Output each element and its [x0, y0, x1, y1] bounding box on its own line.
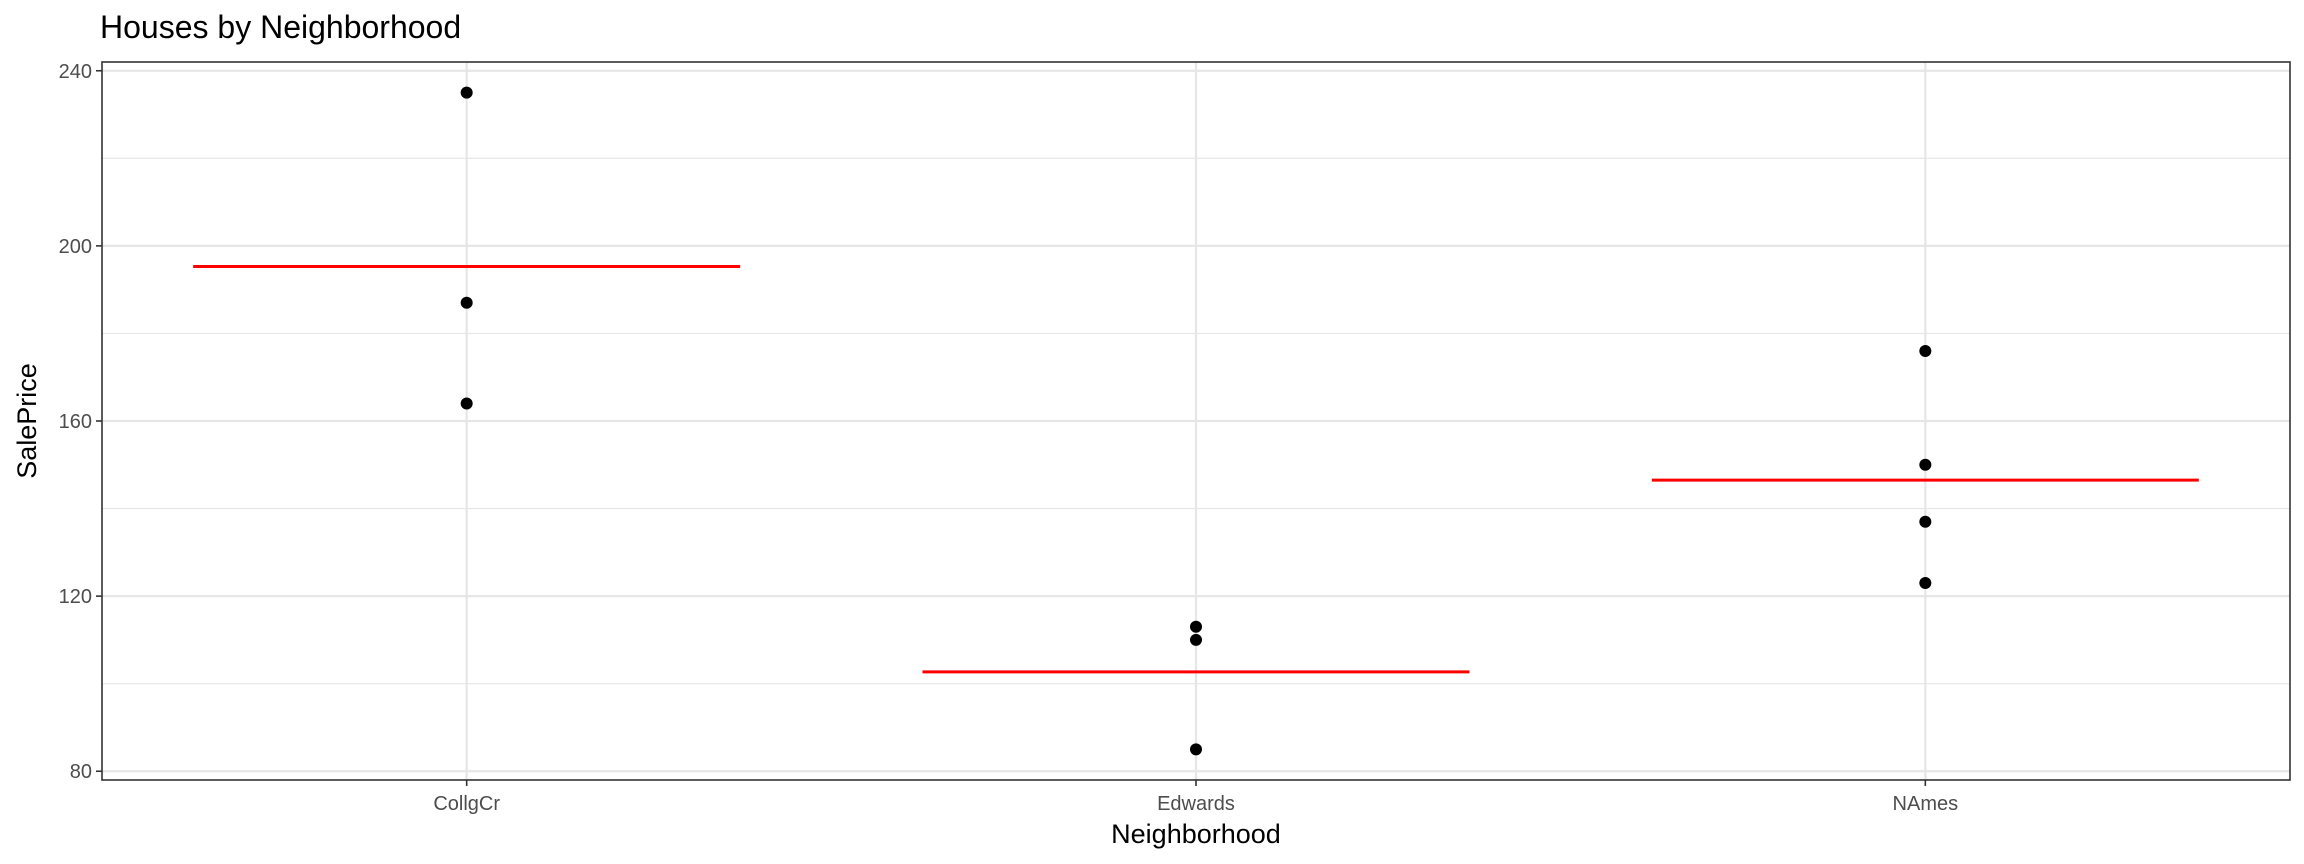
data-point	[460, 86, 473, 99]
chart-title: Houses by Neighborhood	[100, 9, 461, 45]
y-tick-label: 240	[59, 61, 92, 83]
major-grid	[102, 62, 2290, 780]
data-point	[1919, 576, 1932, 589]
x-axis-title: Neighborhood	[1111, 819, 1281, 849]
x-tick-label: CollgCr	[433, 793, 500, 815]
data-point	[1190, 633, 1202, 646]
x-tick-label: NAmes	[1893, 793, 1959, 815]
y-tick-label: 120	[59, 586, 92, 608]
y-axis-ticks: 80 120 160 200 240	[59, 61, 102, 783]
y-tick-label: 160	[59, 411, 92, 433]
data-point	[1190, 743, 1202, 756]
data-point	[1919, 458, 1932, 471]
data-point	[1919, 515, 1932, 528]
y-tick-label: 200	[59, 236, 92, 258]
data-point	[460, 397, 473, 410]
y-tick-label: 80	[70, 761, 92, 783]
y-axis-title: SalePrice	[12, 363, 42, 479]
data-point	[1190, 620, 1202, 633]
x-tick-label: Edwards	[1157, 793, 1235, 815]
x-axis-ticks: CollgCr Edwards NAmes	[433, 780, 1958, 815]
data-points	[460, 86, 1932, 756]
data-point	[460, 296, 473, 309]
data-point	[1919, 344, 1932, 357]
mean-lines	[193, 264, 2199, 674]
